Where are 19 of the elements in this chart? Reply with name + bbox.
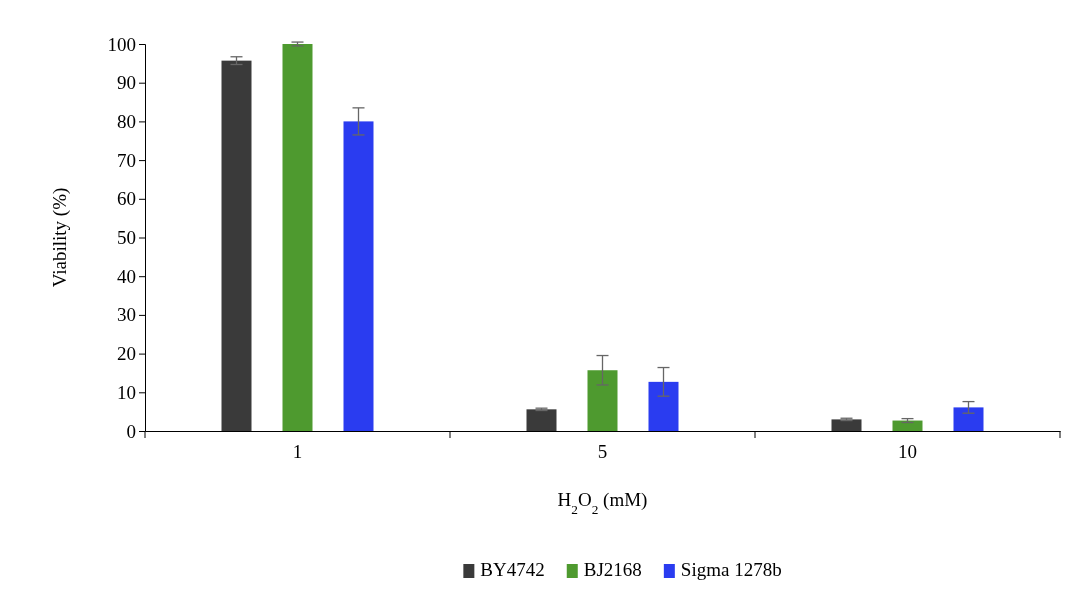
y-tick-label: 60 xyxy=(117,188,136,210)
y-tick-label: 0 xyxy=(126,420,136,442)
y-tick-label: 20 xyxy=(117,343,136,365)
y-axis-title: Viability (%) xyxy=(49,187,71,288)
y-tick-label: 50 xyxy=(117,227,136,249)
y-tick-label: 30 xyxy=(117,304,136,326)
legend-label: Sigma 1278b xyxy=(680,559,782,580)
y-tick-label: 10 xyxy=(117,381,136,403)
y-tick-label: 80 xyxy=(117,110,136,132)
x-axis-title: H$_{2}$O$_{2}$ (mM) xyxy=(557,489,648,517)
legend-label: BJ2168 xyxy=(583,559,642,580)
x-tick-label: 1 xyxy=(292,441,303,463)
y-tick-label: 90 xyxy=(117,72,136,94)
x-tick-label: 5 xyxy=(597,441,608,463)
y-tick-label: 70 xyxy=(117,149,136,171)
y-tick-label: 100 xyxy=(107,33,136,55)
y-tick-label: 40 xyxy=(117,265,136,287)
x-tick-label: 10 xyxy=(898,441,917,463)
legend-label: BY4742 xyxy=(480,559,545,580)
